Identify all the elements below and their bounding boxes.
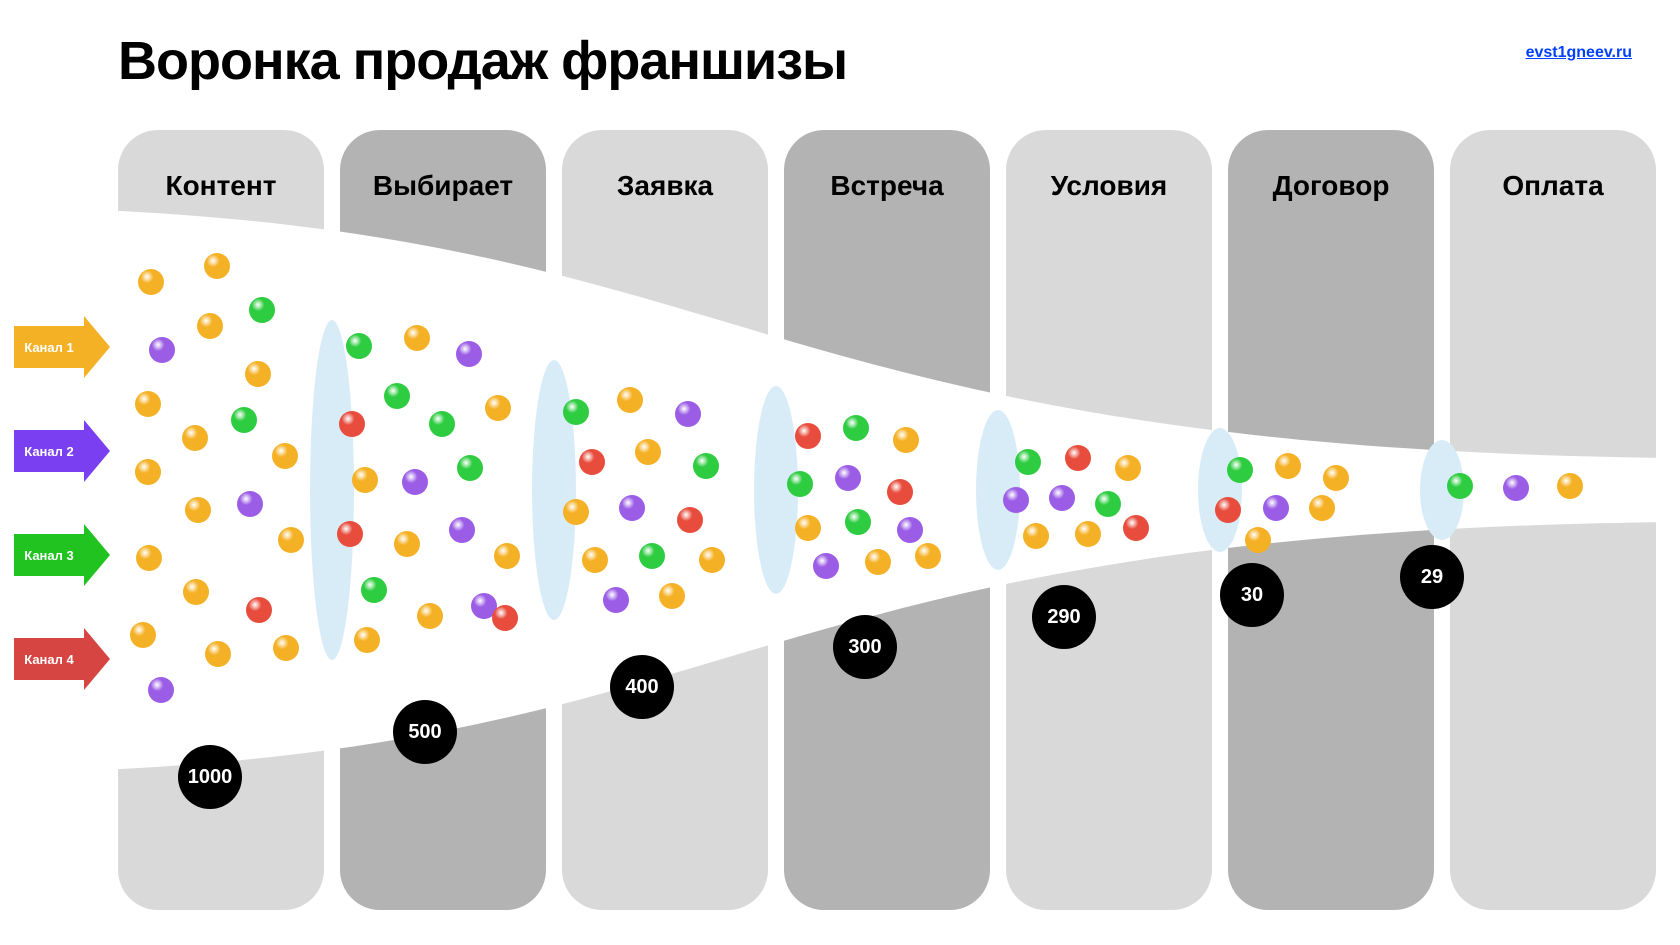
channel-label: Канал 2 bbox=[14, 430, 84, 472]
stage-column: Условия bbox=[1006, 130, 1212, 910]
channel-label: Канал 1 bbox=[14, 326, 84, 368]
page-title: Воронка продаж франшизы bbox=[118, 30, 847, 92]
arrow-head-icon bbox=[84, 628, 110, 690]
channel-arrow: Канал 2 bbox=[14, 430, 108, 472]
channel-arrow: Канал 3 bbox=[14, 534, 108, 576]
stage-label: Встреча bbox=[784, 170, 990, 202]
stage-column: Встреча bbox=[784, 130, 990, 910]
count-badge: 290 bbox=[1032, 585, 1096, 649]
channel-label: Канал 3 bbox=[14, 534, 84, 576]
count-badge: 30 bbox=[1220, 563, 1284, 627]
stage-label: Заявка bbox=[562, 170, 768, 202]
stage-column: Договор bbox=[1228, 130, 1434, 910]
stage-column: Заявка bbox=[562, 130, 768, 910]
count-badge: 1000 bbox=[178, 745, 242, 809]
stage-column: Оплата bbox=[1450, 130, 1656, 910]
stage-label: Условия bbox=[1006, 170, 1212, 202]
count-badge: 300 bbox=[833, 615, 897, 679]
channel-arrow: Канал 1 bbox=[14, 326, 108, 368]
arrow-head-icon bbox=[84, 420, 110, 482]
stage-label: Оплата bbox=[1450, 170, 1656, 202]
stage-label: Контент bbox=[118, 170, 324, 202]
site-link[interactable]: evst1gneev.ru bbox=[1526, 44, 1632, 62]
stage-label: Выбирает bbox=[340, 170, 546, 202]
funnel-infographic: Воронка продаж франшизы evst1gneev.ru Ко… bbox=[0, 0, 1680, 945]
arrow-head-icon bbox=[84, 524, 110, 586]
stage-label: Договор bbox=[1228, 170, 1434, 202]
count-badge: 500 bbox=[393, 700, 457, 764]
channel-arrow: Канал 4 bbox=[14, 638, 108, 680]
stage-column: Выбирает bbox=[340, 130, 546, 910]
channel-label: Канал 4 bbox=[14, 638, 84, 680]
arrow-head-icon bbox=[84, 316, 110, 378]
count-badge: 29 bbox=[1400, 545, 1464, 609]
count-badge: 400 bbox=[610, 655, 674, 719]
